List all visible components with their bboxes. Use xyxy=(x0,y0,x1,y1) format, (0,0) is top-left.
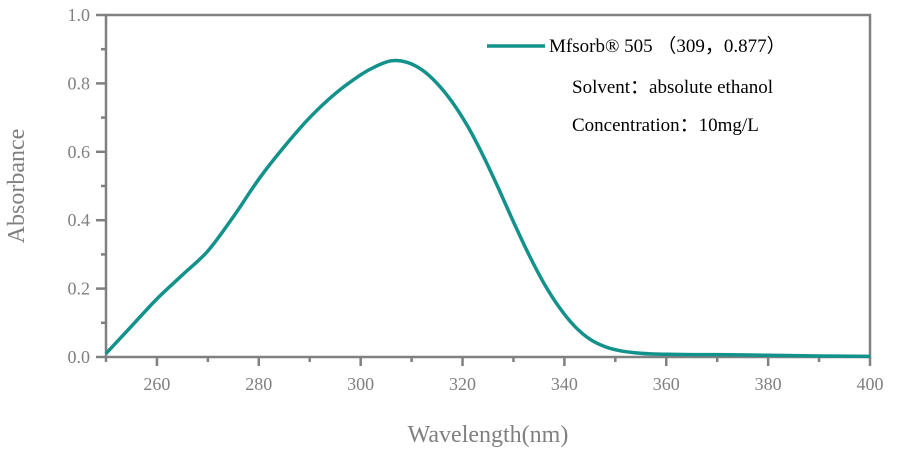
y-tick-label: 1.0 xyxy=(68,5,91,25)
x-tick-label: 360 xyxy=(653,374,680,394)
y-axis-title: Absorbance xyxy=(4,129,30,244)
x-tick-label: 340 xyxy=(551,374,578,394)
x-tick-label: 400 xyxy=(857,374,884,394)
x-tick-label: 380 xyxy=(755,374,782,394)
annotation-solvent: Solvent：absolute ethanol xyxy=(572,77,773,98)
y-tick-label: 0.4 xyxy=(68,210,91,230)
x-tick-label: 320 xyxy=(449,374,476,394)
x-tick-label: 280 xyxy=(245,374,272,394)
plot-frame xyxy=(104,13,872,359)
x-tick-label: 300 xyxy=(347,374,374,394)
y-tick-label: 0.2 xyxy=(68,279,91,299)
y-tick-label: 0.6 xyxy=(68,142,91,162)
annotation-concentration: Concentration：10mg/L xyxy=(572,115,759,136)
x-axis-title: Wavelength(nm) xyxy=(408,422,569,448)
x-tick-label: 260 xyxy=(143,374,170,394)
y-tick-label: 0.8 xyxy=(68,73,91,93)
legend-entry: Mfsorb® 505 （309，0.877） xyxy=(549,35,786,57)
series-line xyxy=(104,58,871,359)
y-tick-label: 0.0 xyxy=(68,347,91,367)
